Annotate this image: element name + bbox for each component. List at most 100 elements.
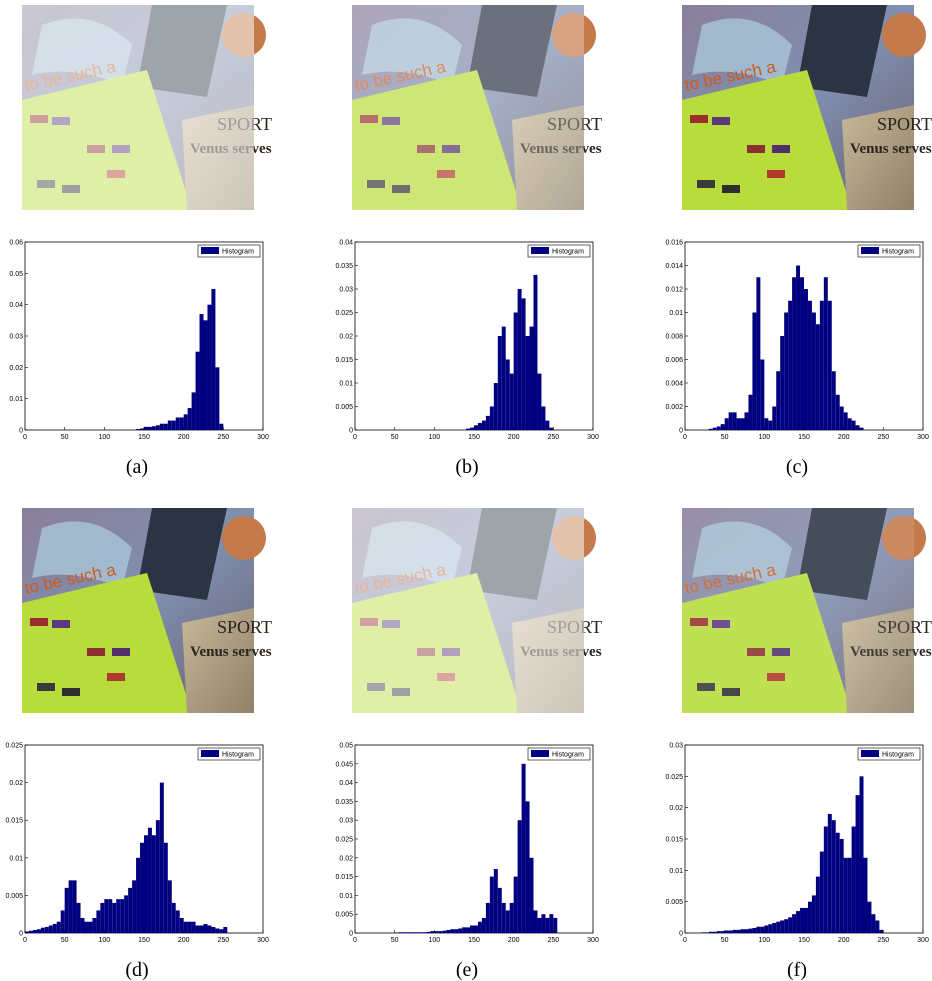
- plot-area: [354, 241, 594, 431]
- photo-text: SPORT: [547, 114, 602, 134]
- histogram-bar: [760, 359, 765, 430]
- histogram-bar: [40, 927, 45, 933]
- histogram-bar: [100, 902, 105, 933]
- histogram-bar: [458, 928, 463, 933]
- photo-patch: [712, 620, 730, 628]
- y-tick-label: 0.008: [665, 334, 683, 341]
- y-tick-label: 0.04: [339, 240, 353, 247]
- photo-green: [682, 70, 852, 210]
- histogram-bar: [136, 429, 141, 430]
- y-tick-label: 0.01: [9, 855, 23, 862]
- histogram-bar: [155, 820, 160, 933]
- photo-text: Venus serves: [850, 141, 932, 157]
- histogram-bar: [807, 901, 812, 933]
- histogram-bar: [764, 418, 769, 430]
- y-tick-label: 0.025: [335, 837, 353, 844]
- histogram-bar: [64, 887, 69, 933]
- histogram-bar: [215, 367, 220, 430]
- histogram-bar: [851, 420, 856, 430]
- histogram-bar: [167, 880, 172, 933]
- histogram-bar: [219, 929, 224, 933]
- histogram-bar: [541, 406, 546, 430]
- x-tick-label: 50: [721, 937, 729, 944]
- histogram-bar: [533, 910, 538, 933]
- photo-text: Venus serves: [850, 644, 932, 660]
- histogram-bar: [700, 932, 705, 933]
- photo-shape: [692, 521, 792, 588]
- x-tick-label: 50: [721, 434, 729, 441]
- x-tick-label: 150: [138, 937, 150, 944]
- y-tick-label: 0.005: [335, 404, 353, 411]
- x-tick-label: 200: [838, 937, 850, 944]
- histogram-bar: [175, 417, 180, 430]
- histogram-bar: [835, 394, 840, 430]
- histogram-bar: [772, 922, 777, 933]
- histogram-bar: [398, 932, 403, 933]
- histogram-bar: [835, 832, 840, 933]
- histogram-bar: [56, 921, 61, 933]
- histogram-bar: [859, 776, 864, 933]
- x-tick-label: 0: [683, 937, 687, 944]
- y-tick-label: 0: [679, 428, 683, 435]
- photo-patch: [367, 180, 385, 188]
- photo-green: [682, 573, 852, 713]
- legend-label: Histogram: [882, 249, 914, 256]
- histogram-bar: [215, 928, 220, 933]
- histogram-bar: [438, 931, 443, 933]
- histogram-bar: [839, 839, 844, 933]
- histogram-bar: [529, 326, 534, 430]
- histogram-bar: [851, 826, 856, 933]
- x-tick-label: 100: [428, 434, 440, 441]
- histogram-bar: [191, 392, 196, 430]
- histogram-bar: [553, 917, 558, 933]
- histogram-bar: [116, 899, 121, 933]
- y-tick-label: 0.002: [665, 404, 683, 411]
- photo-fade: [22, 5, 254, 210]
- histogram-bar: [525, 801, 530, 933]
- histogram-bar: [481, 917, 486, 933]
- x-tick-label: 0: [353, 434, 357, 441]
- histogram-bar: [144, 426, 148, 430]
- histogram-bar: [756, 277, 761, 430]
- histogram-bar: [796, 911, 801, 933]
- histogram-bar: [485, 902, 490, 933]
- histogram-bar: [724, 418, 729, 430]
- x-tick-label: 200: [508, 434, 520, 441]
- x-tick-label: 300: [587, 937, 599, 944]
- y-tick-label: 0.04: [339, 780, 353, 787]
- photo-fade: [682, 508, 914, 713]
- histogram-bar: [132, 880, 137, 933]
- photo-text: Venus serves: [190, 644, 272, 660]
- histogram-bar: [48, 925, 53, 933]
- histogram-bar: [732, 412, 737, 430]
- histogram-bar: [513, 312, 518, 430]
- histogram-bar: [728, 412, 733, 430]
- x-tick-label: 300: [257, 434, 269, 441]
- histogram-bar: [470, 427, 474, 430]
- legend-swatch: [861, 750, 879, 757]
- y-tick-label: 0: [349, 931, 353, 938]
- histogram-bar: [863, 857, 868, 933]
- photo-shape: [692, 18, 792, 86]
- histogram-bar: [147, 827, 152, 933]
- x-tick-label: 150: [798, 937, 810, 944]
- histogram-bar: [466, 927, 471, 933]
- x-tick-label: 150: [138, 434, 150, 441]
- histogram-bar: [521, 298, 526, 430]
- histogram-bar: [414, 932, 419, 933]
- x-tick-label: 0: [23, 937, 27, 944]
- y-tick-label: 0.014: [665, 263, 683, 270]
- photo-patch: [690, 115, 708, 123]
- histogram-bar: [780, 920, 785, 933]
- histogram-bar: [223, 926, 228, 933]
- histogram-bar: [800, 277, 804, 430]
- histogram-bar: [163, 423, 168, 430]
- histogram-bar: [819, 851, 824, 933]
- histogram-bar: [140, 842, 144, 933]
- histogram-bar: [60, 910, 65, 933]
- photo-patch: [747, 648, 765, 656]
- y-tick-label: 0.02: [339, 334, 353, 341]
- histogram-bar: [28, 930, 33, 933]
- histogram-bar: [32, 929, 37, 933]
